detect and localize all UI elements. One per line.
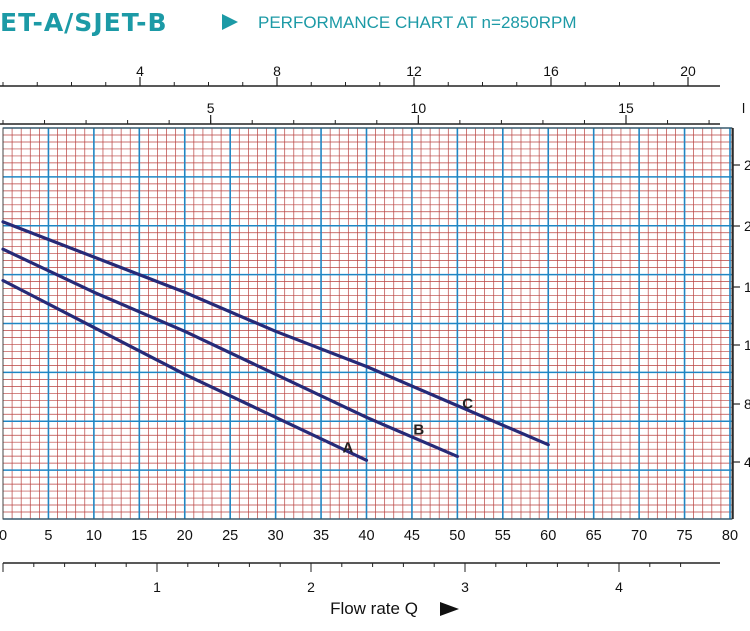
series-label-b: B: [413, 421, 424, 438]
right-axis-label: 1: [744, 337, 750, 353]
chart-grid: [2, 127, 732, 520]
x-tick-label: 65: [586, 528, 602, 544]
series-label-a: A: [343, 439, 354, 456]
x-tick-label: 20: [177, 528, 193, 544]
top-axis-2-label: 15: [618, 100, 634, 116]
x-tick-label: 35: [313, 528, 329, 544]
bottom-secondary-tick-label: 4: [615, 579, 623, 595]
chart-axes: [0, 77, 740, 572]
x-tick-label: 55: [495, 528, 511, 544]
header-arrow-icon: [222, 14, 238, 30]
chart-header-subtitle: PERFORMANCE CHART AT n=2850RPM: [258, 13, 577, 32]
x-tick-label: 50: [449, 528, 465, 544]
x-tick-label: 70: [631, 528, 647, 544]
x-tick-label: 10: [86, 528, 102, 544]
series-line-b: [1, 247, 459, 459]
right-axis-label: 8: [744, 396, 750, 412]
chart-series: [1, 220, 550, 462]
series-line-c: [1, 220, 550, 447]
right-axis-label: 1: [744, 279, 750, 295]
x-tick-label: 75: [676, 528, 692, 544]
x-tick-label: 15: [131, 528, 147, 544]
right-axis-label: 4: [744, 454, 750, 470]
top-axis-1-label: 8: [273, 63, 281, 79]
series-line-a: [1, 278, 369, 462]
x-tick-label: 5: [44, 528, 52, 544]
top-axis-2-label: 5: [207, 100, 215, 116]
top-axis-1-label: 20: [680, 63, 696, 79]
plot-frame: [2, 127, 733, 520]
x-tick-label: 80: [722, 528, 738, 544]
right-axis-label: 2: [744, 157, 750, 173]
top-axis-2-label: 10: [411, 100, 427, 116]
x-tick-label: 60: [540, 528, 556, 544]
top-axis-1-label: 12: [406, 63, 422, 79]
x-tick-label: 25: [222, 528, 238, 544]
top-axis-1-label: 4: [136, 63, 144, 79]
series-label-c: C: [462, 396, 473, 413]
x-axis-label: Flow rate Q: [330, 599, 418, 618]
top-axis-1-label: 16: [543, 63, 559, 79]
x-tick-label: 40: [358, 528, 374, 544]
bottom-secondary-tick-label: 1: [153, 579, 161, 595]
bottom-secondary-tick-label: 2: [307, 579, 315, 595]
bottom-secondary-tick-label: 3: [461, 579, 469, 595]
x-tick-label: 0: [0, 528, 7, 544]
x-axis-arrow-icon: [440, 602, 459, 616]
top-axis-2-label: l: [742, 100, 745, 116]
right-axis-label: 2: [744, 218, 750, 234]
x-tick-label: 45: [404, 528, 420, 544]
chart-header-title: ET-A/SJET-B: [0, 8, 168, 37]
x-tick-label: 30: [268, 528, 284, 544]
